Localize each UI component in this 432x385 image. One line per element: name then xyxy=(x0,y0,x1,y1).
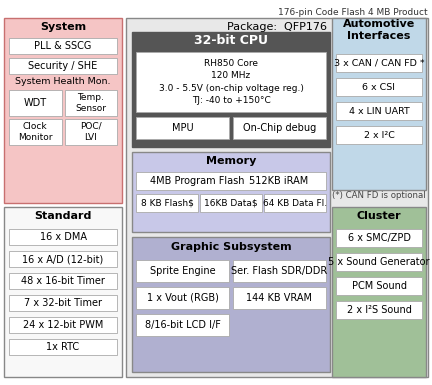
Bar xyxy=(336,102,422,120)
Text: PCM Sound: PCM Sound xyxy=(352,281,407,291)
Text: 4 x LIN UART: 4 x LIN UART xyxy=(349,107,410,116)
Text: System: System xyxy=(40,22,86,32)
Bar xyxy=(132,152,330,232)
Text: Memory: Memory xyxy=(206,156,256,166)
Bar xyxy=(9,90,61,116)
Bar xyxy=(9,317,117,333)
Text: 16 x A/D (12-bit): 16 x A/D (12-bit) xyxy=(22,254,104,264)
Bar xyxy=(233,117,326,139)
Text: Sprite Engine: Sprite Engine xyxy=(149,266,215,276)
Text: 8/16-bit LCD I/F: 8/16-bit LCD I/F xyxy=(145,320,220,330)
Text: 2 x I²C: 2 x I²C xyxy=(364,131,394,139)
Bar xyxy=(64,90,117,116)
Text: 7 x 32-bit Timer: 7 x 32-bit Timer xyxy=(24,298,102,308)
Text: 3 x CAN / CAN FD *: 3 x CAN / CAN FD * xyxy=(334,59,424,67)
Text: Package:  QFP176: Package: QFP176 xyxy=(227,22,327,32)
Bar xyxy=(64,119,117,145)
Bar xyxy=(233,287,326,309)
Text: RH850 Core
120 MHz
3.0 - 5.5V (on-chip voltage reg.)
TJ: -40 to +150°C: RH850 Core 120 MHz 3.0 - 5.5V (on-chip v… xyxy=(159,59,303,105)
Text: 32-bit CPU: 32-bit CPU xyxy=(194,35,268,47)
Bar xyxy=(9,119,61,145)
Text: (*) CAN FD is optional: (*) CAN FD is optional xyxy=(332,191,426,201)
Text: 64 KB Data Fl.: 64 KB Data Fl. xyxy=(263,199,327,208)
Bar xyxy=(136,260,229,282)
Text: Automotive
Interfaces: Automotive Interfaces xyxy=(343,19,415,41)
Text: Cluster: Cluster xyxy=(357,211,401,221)
Text: 6 x CSI: 6 x CSI xyxy=(362,82,396,92)
Bar xyxy=(336,253,422,271)
Text: 512KB iRAM: 512KB iRAM xyxy=(249,176,308,186)
Bar xyxy=(336,301,422,319)
Text: Graphic Subsystem: Graphic Subsystem xyxy=(171,242,291,252)
Text: 1 x Vout (RGB): 1 x Vout (RGB) xyxy=(146,293,219,303)
Bar xyxy=(332,18,426,190)
Text: WDT: WDT xyxy=(24,98,47,108)
Text: 16KB Data$: 16KB Data$ xyxy=(204,199,258,208)
Text: Standard: Standard xyxy=(34,211,92,221)
Bar xyxy=(9,38,117,54)
Bar xyxy=(9,339,117,355)
Bar xyxy=(136,172,326,190)
Bar xyxy=(9,251,117,267)
Bar xyxy=(4,207,122,377)
Text: 8 KB Flash$: 8 KB Flash$ xyxy=(140,199,194,208)
Text: Clock
Monitor: Clock Monitor xyxy=(18,122,53,142)
Text: 4MB Program Flash: 4MB Program Flash xyxy=(149,176,244,186)
Bar xyxy=(200,194,262,212)
Bar xyxy=(9,58,117,74)
Text: 48 x 16-bit Timer: 48 x 16-bit Timer xyxy=(21,276,105,286)
Bar xyxy=(136,194,198,212)
Text: MPU: MPU xyxy=(172,123,193,133)
Bar xyxy=(126,18,428,377)
Text: On-Chip debug: On-Chip debug xyxy=(243,123,316,133)
Text: 16 x DMA: 16 x DMA xyxy=(39,232,86,242)
Bar xyxy=(9,273,117,289)
Text: 6 x SMC/ZPD: 6 x SMC/ZPD xyxy=(347,233,410,243)
Text: Temp.
Sensor: Temp. Sensor xyxy=(75,93,106,114)
Bar xyxy=(336,229,422,247)
Bar xyxy=(136,287,229,309)
Text: PLL & SSCG: PLL & SSCG xyxy=(34,41,92,51)
Text: 144 KB VRAM: 144 KB VRAM xyxy=(247,293,312,303)
Bar xyxy=(336,277,422,295)
Bar xyxy=(132,32,330,147)
Bar xyxy=(132,237,330,372)
Text: POC/
LVI: POC/ LVI xyxy=(80,122,102,142)
Text: 5 x Sound Generator: 5 x Sound Generator xyxy=(328,257,430,267)
Bar xyxy=(9,229,117,245)
Bar xyxy=(9,295,117,311)
Bar xyxy=(336,78,422,96)
Text: System Health Mon.: System Health Mon. xyxy=(15,77,111,85)
Bar xyxy=(332,207,426,377)
Bar xyxy=(136,314,229,336)
Text: 2 x I²S Sound: 2 x I²S Sound xyxy=(346,305,411,315)
Bar xyxy=(264,194,326,212)
Bar xyxy=(336,54,422,72)
Text: Security / SHE: Security / SHE xyxy=(29,61,98,71)
Bar xyxy=(136,117,229,139)
Text: Ser. Flash SDR/DDR: Ser. Flash SDR/DDR xyxy=(232,266,327,276)
Bar xyxy=(4,18,122,203)
Bar xyxy=(336,126,422,144)
Bar xyxy=(233,260,326,282)
Text: 176-pin Code Flash 4 MB Product: 176-pin Code Flash 4 MB Product xyxy=(278,8,428,17)
Text: 1x RTC: 1x RTC xyxy=(46,342,79,352)
Bar xyxy=(136,52,326,112)
Text: 24 x 12-bit PWM: 24 x 12-bit PWM xyxy=(23,320,103,330)
